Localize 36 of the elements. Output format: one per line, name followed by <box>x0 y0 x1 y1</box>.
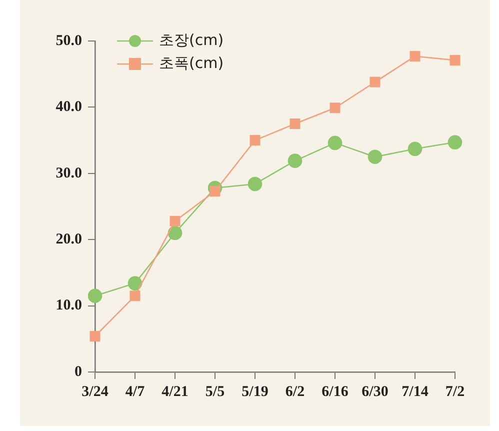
y-tick-label: 10.0 <box>56 298 82 314</box>
point <box>128 276 142 290</box>
y-tick-label: 50.0 <box>56 32 82 49</box>
x-tick-label: 6/2 <box>285 384 305 400</box>
point <box>368 150 382 164</box>
point <box>288 154 302 168</box>
x-tick-label: 7/14 <box>402 384 429 400</box>
point <box>328 136 342 150</box>
point <box>130 290 140 302</box>
point <box>450 54 460 66</box>
x-tick-label: 7/2 <box>445 384 465 400</box>
point <box>290 118 300 129</box>
point <box>370 76 380 88</box>
y-tick-label: 40.0 <box>56 99 82 116</box>
y-tick-label: 20.0 <box>56 231 82 248</box>
point <box>448 135 462 150</box>
x-tick-label: 6/16 <box>322 384 349 400</box>
point <box>250 135 260 146</box>
x-tick-label: 4/21 <box>162 384 188 400</box>
x-tick-label: 5/5 <box>205 384 225 400</box>
x-tick-label: 6/30 <box>362 384 388 400</box>
point <box>90 331 100 342</box>
point <box>410 50 420 62</box>
point <box>408 142 422 156</box>
y-tick-label: 30.0 <box>56 165 82 182</box>
y-tick-label: 0 <box>74 364 82 380</box>
x-tick-label: 5/19 <box>242 384 268 400</box>
x-tick-label: 4/7 <box>125 384 146 400</box>
x-tick-label: 3/24 <box>82 384 109 400</box>
point <box>330 102 340 114</box>
legend-label: 초폭(cm) <box>159 54 224 72</box>
point <box>170 216 180 226</box>
legend-label: 초장(cm) <box>159 30 224 49</box>
point <box>88 288 102 304</box>
point <box>248 176 262 192</box>
point <box>168 226 182 240</box>
